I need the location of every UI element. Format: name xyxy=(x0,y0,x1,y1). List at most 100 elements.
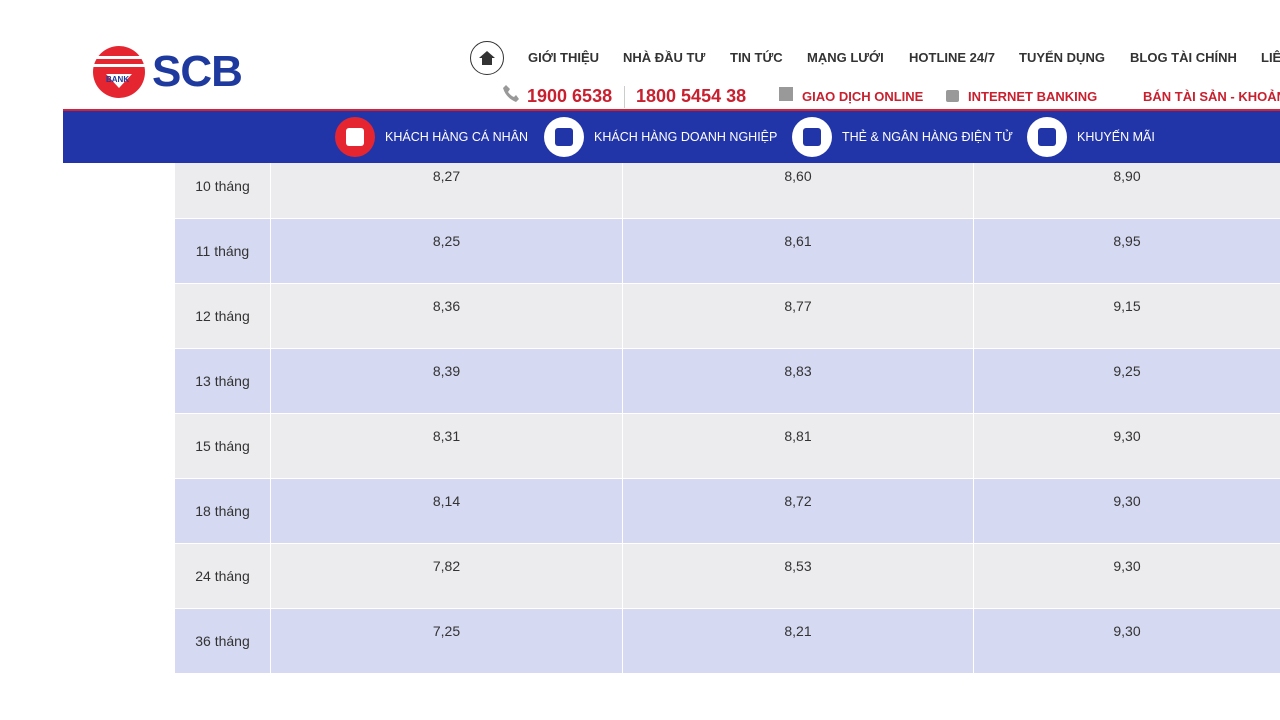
table-cell: 8,25 xyxy=(271,219,622,283)
table-cell: 8,14 xyxy=(271,479,622,543)
sub-nav: KHÁCH HÀNG CÁ NHÂN KHÁCH HÀNG DOANH NGHIỆ… xyxy=(63,111,1280,163)
sub-nav-item[interactable]: KHÁCH HÀNG DOANH NGHIỆP xyxy=(544,111,777,163)
rate-value: 8,83 xyxy=(784,363,812,379)
nav-item[interactable]: NHÀ ĐẦU TƯ xyxy=(623,50,706,65)
logo-icon: BANK xyxy=(92,46,146,98)
term-label: 24 tháng xyxy=(195,568,250,584)
table-cell: 11 tháng xyxy=(175,219,270,283)
rate-value: 8,90 xyxy=(1113,168,1141,184)
lock-icon xyxy=(946,90,959,102)
table-cell: 15 tháng xyxy=(175,414,270,478)
table-cell: 9,15 xyxy=(974,284,1280,348)
table-cell: 8,27 xyxy=(271,163,622,218)
phone[interactable]: 1800 5454 38 xyxy=(636,86,747,106)
nav-item[interactable]: MẠNG LƯỚI xyxy=(807,50,884,65)
sub-nav-icon xyxy=(1027,117,1067,157)
online-icon xyxy=(779,87,793,101)
nav-item[interactable]: TUYỂN DỤNG xyxy=(1019,50,1105,65)
icon-glyph xyxy=(1038,128,1056,146)
rate-value: 8,36 xyxy=(432,298,461,314)
term-label: 36 tháng xyxy=(195,633,250,649)
table-cell: 9,25 xyxy=(974,349,1280,413)
sub-nav-label: KHUYẾN MÃI xyxy=(1077,130,1155,144)
table-cell: 8,95 xyxy=(974,219,1280,283)
logo-text: SCB xyxy=(152,47,243,96)
table-cell: 8,21 xyxy=(623,609,973,673)
nav-item[interactable]: LIÊ xyxy=(1261,50,1280,65)
rate-value: 7,25 xyxy=(432,623,461,639)
red-line xyxy=(63,109,1280,111)
table-cell: 12 tháng xyxy=(175,284,270,348)
table-cell: 13 tháng xyxy=(175,349,270,413)
rate-value: 9,30 xyxy=(1113,428,1141,444)
icon-glyph xyxy=(346,128,364,146)
term-label: 12 tháng xyxy=(195,308,250,324)
nav-item[interactable]: TIN TỨC xyxy=(730,50,783,65)
term-label: 10 tháng xyxy=(195,178,250,194)
rate-value: 8,21 xyxy=(784,623,812,639)
rate-value: 9,30 xyxy=(1113,623,1141,639)
rate-value: 8,27 xyxy=(432,168,461,184)
table-cell: 7,25 xyxy=(271,609,622,673)
table-cell: 8,61 xyxy=(623,219,973,283)
table-cell: 7,82 xyxy=(271,544,622,608)
rate-value: 8,60 xyxy=(784,168,812,184)
sub-nav-label: THẺ & NGÂN HÀNG ĐIỆN TỬ xyxy=(842,130,1013,144)
nav-item[interactable]: BLOG TÀI CHÍNH xyxy=(1130,50,1237,65)
home-icon xyxy=(479,51,495,65)
table-cell: 9,30 xyxy=(974,609,1280,673)
nav-item[interactable]: HOTLINE 24/7 xyxy=(909,50,995,65)
table-cell: 8,60 xyxy=(623,163,973,218)
rate-value: 7,82 xyxy=(432,558,461,574)
link[interactable]: GIAO DỊCH ONLINE xyxy=(802,89,924,104)
sub-nav-label: KHÁCH HÀNG CÁ NHÂN xyxy=(385,130,529,144)
phone-icon xyxy=(503,85,519,102)
sub-nav-icon xyxy=(544,117,584,157)
icon-glyph xyxy=(803,128,821,146)
table-cell: 9,30 xyxy=(974,544,1280,608)
table-cell: 8,81 xyxy=(623,414,973,478)
sub-nav-icon xyxy=(335,117,375,157)
logo-sub: BANK xyxy=(106,75,129,84)
table-cell: 24 tháng xyxy=(175,544,270,608)
term-label: 18 tháng xyxy=(195,503,250,519)
rate-value: 8,61 xyxy=(784,233,812,249)
table-cell: 9,30 xyxy=(974,479,1280,543)
link[interactable]: BÁN TÀI SẢN - KHOẢN xyxy=(1143,89,1280,104)
table-cell: 9,30 xyxy=(974,414,1280,478)
link[interactable]: INTERNET BANKING xyxy=(968,89,1098,104)
home-button[interactable] xyxy=(470,41,504,75)
rate-value: 8,31 xyxy=(432,428,461,444)
table-cell: 8,39 xyxy=(271,349,622,413)
sub-nav-item[interactable]: KHÁCH HÀNG CÁ NHÂN xyxy=(335,111,528,163)
rate-value: 8,53 xyxy=(784,558,812,574)
rate-value: 8,25 xyxy=(432,233,461,249)
sub-nav-label: KHÁCH HÀNG DOANH NGHIỆP xyxy=(594,130,778,144)
table-cell: 8,90 xyxy=(974,163,1280,218)
rate-value: 8,81 xyxy=(784,428,812,444)
table-cell: 8,53 xyxy=(623,544,973,608)
table-cell: 8,36 xyxy=(271,284,622,348)
rate-value: 9,30 xyxy=(1113,493,1141,509)
icon-glyph xyxy=(555,128,573,146)
table-cell: 10 tháng xyxy=(175,163,270,218)
rate-value: 9,15 xyxy=(1113,298,1141,314)
sub-nav-item[interactable]: THẺ & NGÂN HÀNG ĐIỆN TỬ xyxy=(792,111,1013,163)
phone[interactable]: 1900 6538 xyxy=(527,86,613,106)
term-label: 15 tháng xyxy=(195,438,250,454)
term-label: 11 tháng xyxy=(195,243,250,259)
rate-value: 8,95 xyxy=(1113,233,1141,249)
table-cell: 8,77 xyxy=(623,284,973,348)
sub-nav-item[interactable]: KHUYẾN MÃI xyxy=(1027,111,1155,163)
rate-value: 8,39 xyxy=(432,363,461,379)
term-label: 13 tháng xyxy=(195,373,250,389)
rate-value: 8,72 xyxy=(784,493,812,509)
rate-value: 9,30 xyxy=(1113,558,1141,574)
table-cell: 36 tháng xyxy=(175,609,270,673)
table-cell: 8,31 xyxy=(271,414,622,478)
table-cell: 8,83 xyxy=(623,349,973,413)
nav-item[interactable]: GIỚI THIỆU xyxy=(528,50,600,65)
rate-value: 8,77 xyxy=(784,298,812,314)
